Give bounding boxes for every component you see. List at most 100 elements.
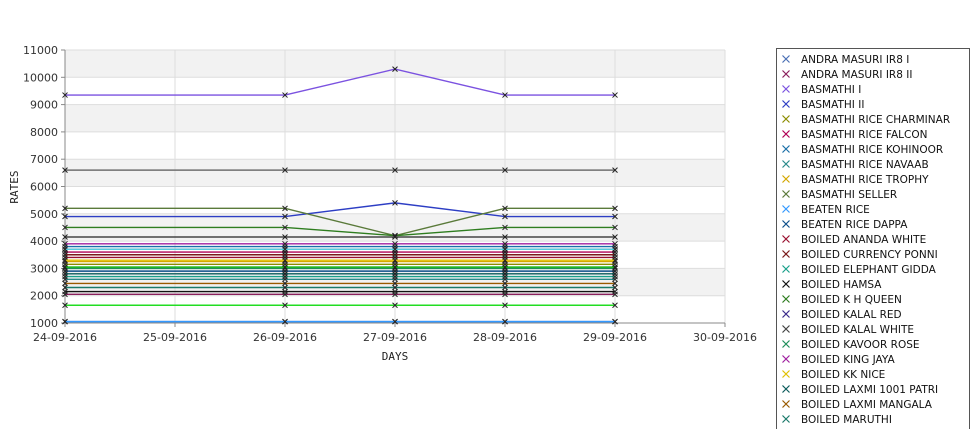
series bbox=[62, 224, 618, 239]
data-point-marker bbox=[612, 284, 618, 291]
data-point-marker bbox=[62, 271, 68, 277]
data-point-marker bbox=[502, 257, 508, 264]
data-point-marker bbox=[502, 205, 508, 212]
legend-label: BASMATHI RICE TROPHY bbox=[801, 174, 929, 186]
data-point-marker bbox=[612, 280, 618, 287]
series bbox=[62, 318, 618, 325]
data-point-marker bbox=[392, 167, 398, 173]
legend-label: BEATEN RICE DAPPA bbox=[801, 219, 908, 231]
data-point-marker bbox=[612, 224, 618, 231]
data-point-marker bbox=[612, 271, 618, 277]
legend-marker bbox=[782, 205, 790, 213]
legend-label: BOILED K H QUEEN bbox=[801, 294, 902, 306]
data-point-marker bbox=[62, 280, 68, 287]
data-point-marker bbox=[282, 224, 288, 231]
data-point-marker bbox=[392, 240, 398, 247]
y-tick-label: 3000 bbox=[30, 262, 58, 275]
data-point-marker bbox=[502, 246, 508, 253]
data-point-marker bbox=[502, 318, 508, 325]
series bbox=[62, 234, 618, 240]
x-tick-label: 24-09-2016 bbox=[33, 331, 97, 344]
y-tick-label: 11000 bbox=[23, 44, 58, 57]
data-point-marker bbox=[282, 318, 288, 325]
series bbox=[62, 200, 618, 220]
data-point-marker bbox=[62, 240, 68, 247]
data-point-marker bbox=[62, 284, 68, 291]
legend-label: ANDRA MASURI IR8 II bbox=[801, 69, 912, 81]
legend-label: BASMATHI SELLER bbox=[801, 189, 897, 201]
x-tick-label: 28-09-2016 bbox=[473, 331, 537, 344]
data-point-marker bbox=[612, 251, 618, 258]
y-tick-label: 6000 bbox=[30, 181, 58, 194]
y-tick-label: 8000 bbox=[30, 126, 58, 139]
data-point-marker bbox=[392, 264, 398, 270]
data-point-marker bbox=[392, 318, 398, 325]
legend-marker bbox=[782, 145, 790, 153]
data-point-marker bbox=[502, 288, 508, 295]
legend-marker bbox=[782, 130, 790, 138]
data-point-marker bbox=[502, 271, 508, 277]
legend-label: ANDRA MASURI IR8 I bbox=[801, 54, 909, 66]
y-tick-label: 1000 bbox=[30, 317, 58, 330]
legend-marker bbox=[782, 385, 790, 393]
data-point-marker bbox=[502, 167, 508, 173]
legend-label: BOILED KING JAYA bbox=[801, 354, 895, 366]
data-point-marker bbox=[282, 246, 288, 253]
data-point-marker bbox=[282, 271, 288, 277]
data-point-marker bbox=[282, 167, 288, 173]
legend-marker bbox=[782, 265, 790, 273]
series bbox=[62, 240, 618, 247]
legend-label: BASMATHI RICE KOHINOOR bbox=[801, 144, 943, 156]
data-point-marker bbox=[62, 302, 68, 309]
x-tick-label: 29-09-2016 bbox=[583, 331, 647, 344]
legend-label: BASMATHI RICE NAVAAB bbox=[801, 159, 929, 171]
data-point-marker bbox=[502, 302, 508, 309]
data-point-marker bbox=[392, 200, 398, 206]
legend-label: BOILED CURRENCY PONNI bbox=[801, 249, 938, 261]
data-point-marker bbox=[502, 284, 508, 291]
data-point-marker bbox=[282, 240, 288, 247]
data-point-marker bbox=[62, 213, 68, 220]
y-tick-label: 9000 bbox=[30, 99, 58, 112]
y-tick-label: 10000 bbox=[23, 71, 58, 84]
x-axis-ticks: 24-09-2016 25-09-2016 26-09-2016 27-09-2016… bbox=[33, 323, 757, 344]
series bbox=[62, 257, 618, 264]
data-point-marker bbox=[392, 271, 398, 277]
data-point-marker bbox=[62, 288, 68, 295]
data-point-marker bbox=[282, 92, 288, 98]
data-point-marker bbox=[612, 92, 618, 98]
x-axis-title: DAYS bbox=[382, 350, 409, 363]
data-point-marker bbox=[612, 318, 618, 325]
data-point-marker bbox=[282, 257, 288, 264]
data-point-marker bbox=[62, 224, 68, 231]
data-point-marker bbox=[392, 288, 398, 295]
data-point-marker bbox=[502, 234, 508, 240]
series bbox=[62, 167, 618, 173]
data-point-marker bbox=[62, 318, 68, 325]
legend-marker bbox=[782, 70, 790, 78]
legend-label: BOILED LAXMI MANGALA bbox=[801, 399, 933, 411]
data-point-marker bbox=[392, 284, 398, 291]
legend-label: BOILED LAXMI 1001 PATRI bbox=[801, 384, 938, 396]
legend-marker bbox=[782, 85, 790, 93]
data-point-marker bbox=[502, 224, 508, 231]
x-tick-label: 25-09-2016 bbox=[143, 331, 207, 344]
data-point-marker bbox=[612, 234, 618, 240]
legend-marker bbox=[782, 55, 790, 63]
legend-marker bbox=[782, 220, 790, 228]
series bbox=[62, 66, 618, 98]
legend-marker bbox=[782, 115, 790, 123]
y-axis-title: RATES bbox=[8, 170, 21, 203]
data-point-marker bbox=[612, 264, 618, 270]
data-point-marker bbox=[282, 284, 288, 291]
legend-label: BASMATHI RICE FALCON bbox=[801, 129, 927, 141]
legend-marker bbox=[782, 280, 790, 288]
legend-marker bbox=[782, 415, 790, 423]
data-point-marker bbox=[62, 246, 68, 253]
data-point-marker bbox=[282, 251, 288, 258]
data-point-marker bbox=[392, 280, 398, 287]
series-layer bbox=[62, 66, 618, 325]
data-point-marker bbox=[612, 167, 618, 173]
data-point-marker bbox=[282, 302, 288, 309]
x-tick-label: 27-09-2016 bbox=[363, 331, 427, 344]
